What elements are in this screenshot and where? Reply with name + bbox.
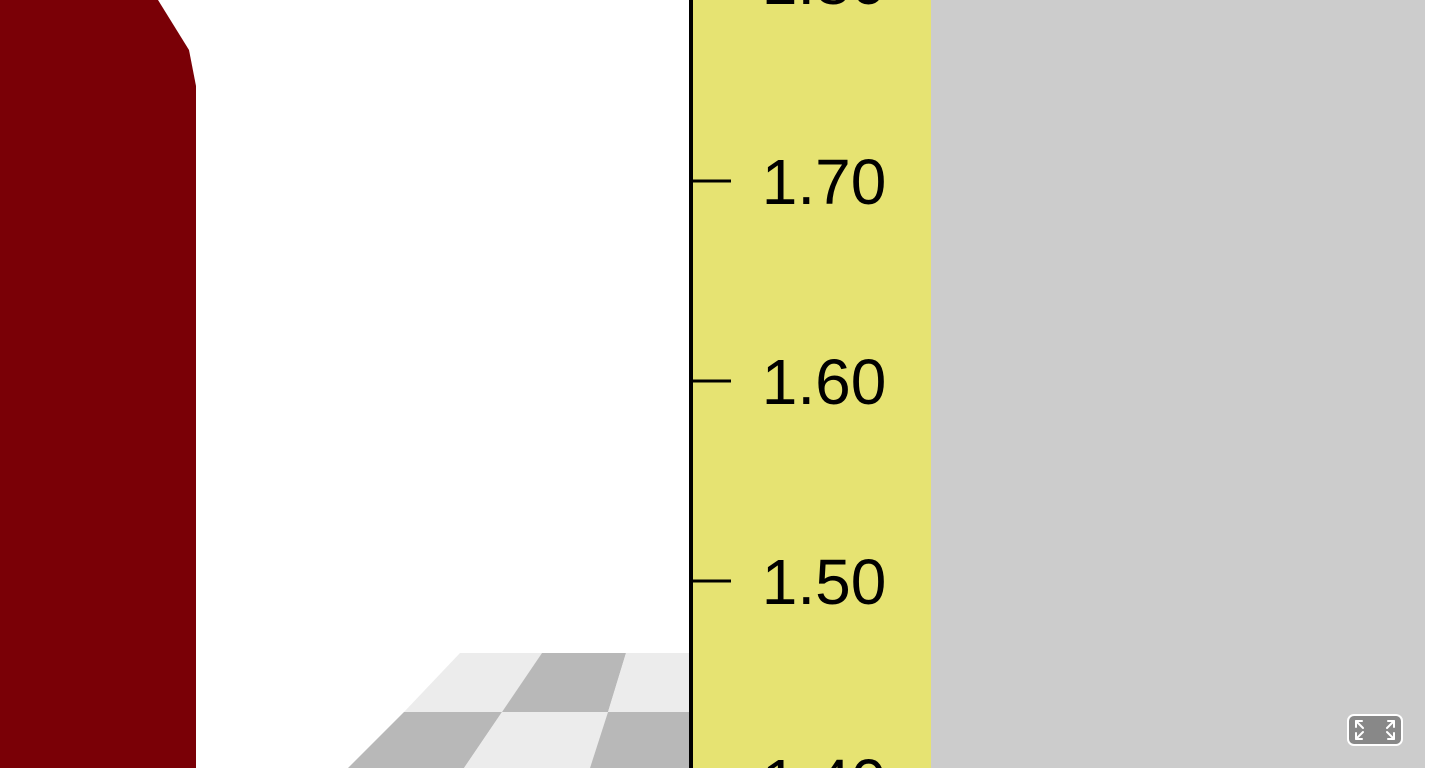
fullscreen-button[interactable]: [1347, 714, 1403, 746]
ruler-label: 1.40: [762, 746, 887, 768]
ruler-label: 1.80: [762, 0, 887, 18]
ruler-edge: [689, 0, 693, 768]
floor-tile: [404, 653, 542, 712]
fullscreen-expand-icon: [1355, 720, 1395, 740]
floor-tile: [608, 653, 700, 712]
side-panel: [931, 0, 1425, 768]
ruler-label: 1.60: [762, 346, 887, 418]
measuring-ruler[interactable]: [693, 0, 931, 768]
floor-tile: [502, 653, 626, 712]
checkered-floor: [348, 653, 700, 768]
red-object[interactable]: [0, 0, 196, 768]
ruler-scale: 1.80 1.70 1.60 1.50 1.40: [693, 0, 886, 768]
ruler-label: 1.70: [762, 146, 887, 218]
floor-tile: [464, 712, 608, 768]
ruler-label: 1.50: [762, 546, 887, 618]
floor-tile: [590, 712, 700, 768]
right-edge-strip: [1425, 0, 1429, 768]
floor-tile: [348, 712, 502, 768]
